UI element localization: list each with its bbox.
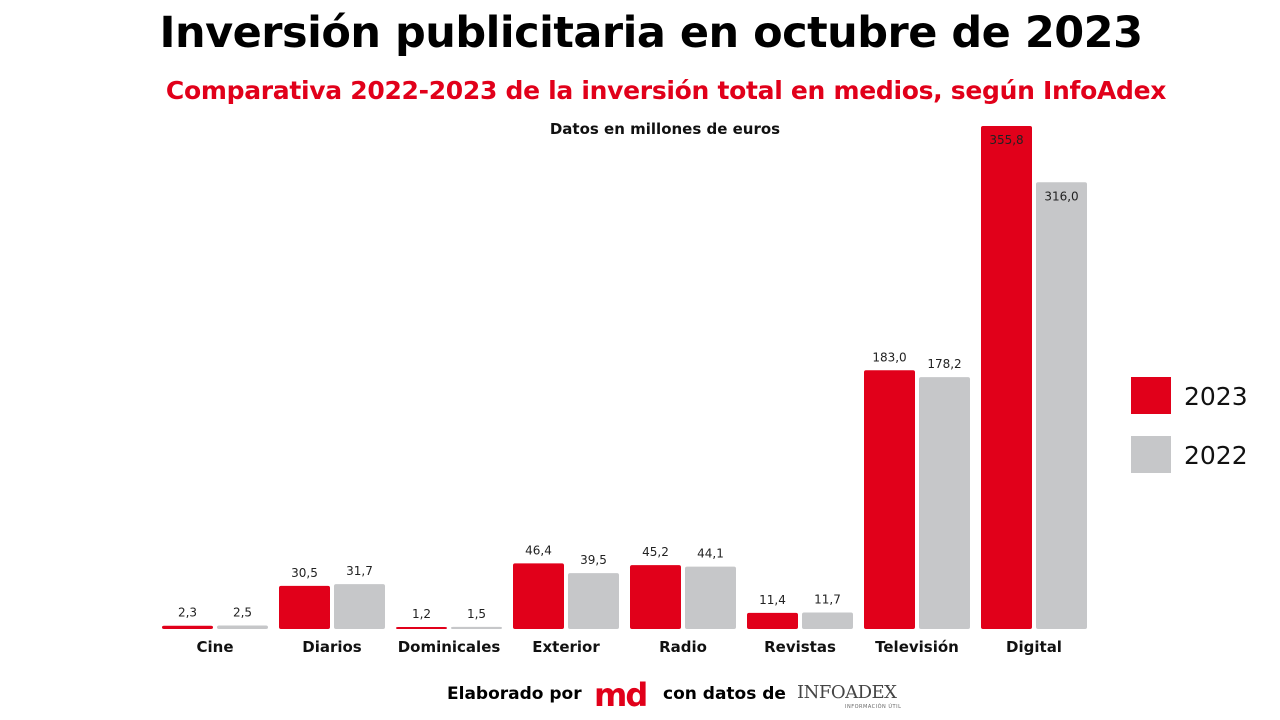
legend-label-2022: 2022 xyxy=(1184,441,1248,470)
bar-diarios-2023 xyxy=(279,585,330,629)
footer-prefix: Elaborado por xyxy=(447,684,582,704)
md-logo: md xyxy=(594,676,648,714)
value-label-radio-2023: 45,2 xyxy=(642,545,669,559)
bar-radio-2022 xyxy=(685,566,736,629)
value-label-revistas-2023: 11,4 xyxy=(759,593,786,607)
footer-middle: con datos de xyxy=(663,684,786,704)
bar-dominicales-2023 xyxy=(396,627,447,629)
bar-revistas-2023 xyxy=(747,612,798,629)
category-label-radio: Radio xyxy=(659,638,707,656)
bar-exterior-2022 xyxy=(568,573,619,629)
value-label-dominicales-2022: 1,5 xyxy=(467,607,486,621)
value-label-cine-2022: 2,5 xyxy=(233,605,252,619)
category-label-digital: Digital xyxy=(1006,638,1062,656)
value-label-diarios-2022: 31,7 xyxy=(346,564,373,578)
legend-swatch-2022 xyxy=(1131,436,1171,473)
chart-title: Inversión publicitaria en octubre de 202… xyxy=(159,8,1143,58)
value-label-diarios-2023: 30,5 xyxy=(291,566,318,580)
legend: 2023 2022 xyxy=(1131,377,1248,473)
bar-digital-2023 xyxy=(981,126,1032,629)
value-label-radio-2022: 44,1 xyxy=(697,547,724,561)
category-label-diarios: Diarios xyxy=(302,638,362,656)
value-label-digital-2023: 355,8 xyxy=(989,133,1023,147)
value-label-exterior-2022: 39,5 xyxy=(580,553,607,567)
bar-television-2023 xyxy=(864,370,915,629)
category-label-dominicales: Dominicales xyxy=(398,638,501,656)
bar-cine-2023 xyxy=(162,625,213,629)
value-label-exterior-2023: 46,4 xyxy=(525,543,552,557)
value-label-digital-2022: 316,0 xyxy=(1044,189,1078,203)
bar-dominicales-2022 xyxy=(451,626,502,629)
chart-subtitle: Comparativa 2022-2023 de la inversión to… xyxy=(165,76,1167,105)
value-label-television-2022: 178,2 xyxy=(927,357,961,371)
infoadex-logo-tagline: INFORMACIÓN ÚTIL xyxy=(845,704,902,710)
infoadex-logo: INFOADEX INFORMACIÓN ÚTIL xyxy=(797,682,907,716)
bar-television-2022 xyxy=(919,377,970,629)
bar-diarios-2022 xyxy=(334,584,385,629)
bar-revistas-2022 xyxy=(802,612,853,629)
units-note: Datos en millones de euros xyxy=(549,120,781,138)
category-label-revistas: Revistas xyxy=(764,638,836,656)
value-label-dominicales-2023: 1,2 xyxy=(412,607,431,621)
bar-radio-2023 xyxy=(630,565,681,629)
bar-cine-2022 xyxy=(217,625,268,629)
infoadex-logo-text: INFOADEX xyxy=(797,682,897,703)
bar-digital-2022 xyxy=(1036,182,1087,630)
legend-swatch-2023 xyxy=(1131,377,1171,414)
footer: Elaborado por md con datos de INFOADEX I… xyxy=(0,676,1280,716)
category-label-cine: Cine xyxy=(196,638,233,656)
value-label-revistas-2022: 11,7 xyxy=(814,592,841,606)
legend-label-2023: 2023 xyxy=(1184,382,1248,411)
category-label-television: Televisión xyxy=(875,638,959,656)
bar-chart: 2,3 2,5 Cine 30,5 31,7 Diarios 1,2 1,5 Dominical… xyxy=(162,126,1248,656)
value-label-cine-2023: 2,3 xyxy=(178,606,197,620)
category-label-exterior: Exterior xyxy=(532,638,600,656)
value-label-television-2023: 183,0 xyxy=(872,350,906,364)
bar-exterior-2023 xyxy=(513,563,564,629)
bars-group: 2,3 2,5 Cine 30,5 31,7 Diarios 1,2 1,5 Dominical… xyxy=(162,126,1087,656)
